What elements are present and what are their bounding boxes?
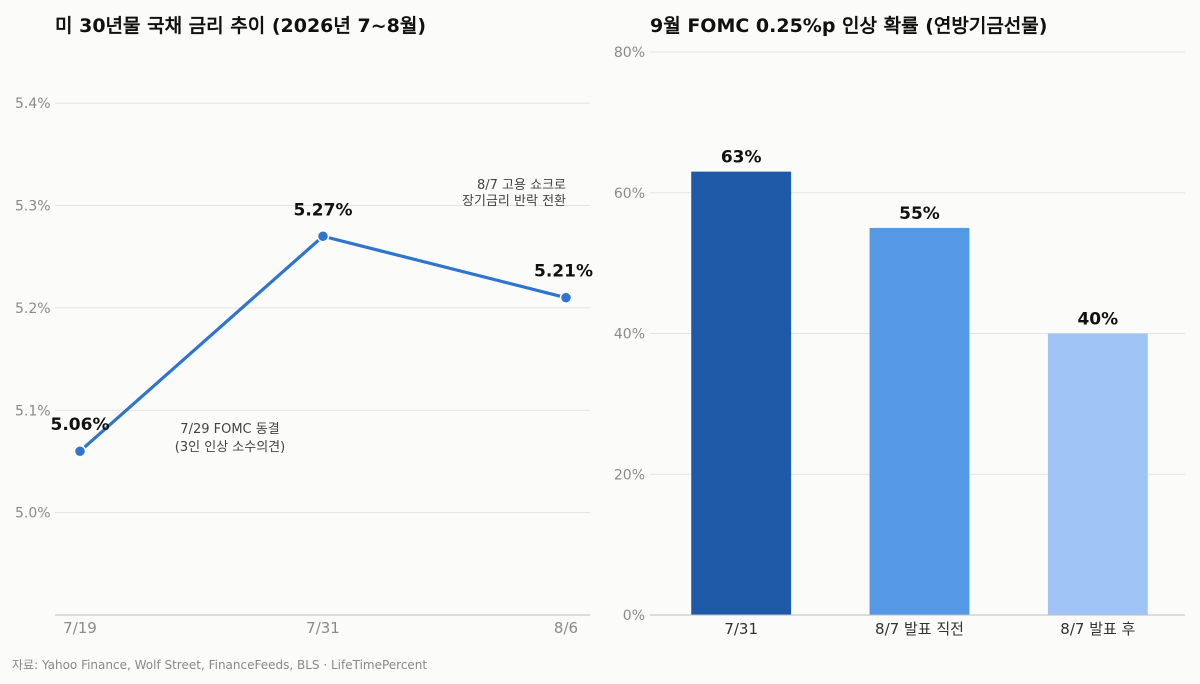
bar-chart: 9월 FOMC 0.25%p 인상 확률 (연방기금선물) 0% 20% 40% 60… [614, 14, 1185, 638]
bar-data-label: 40% [1077, 310, 1118, 330]
bar-chart-data-labels: 63% 55% 40% [721, 148, 1118, 330]
bar [1047, 333, 1148, 615]
line-chart-title: 미 30년물 국채 금리 추이 (2026년 7~8월) [55, 15, 426, 37]
line-chart-y-ticks: 5.0% 5.1% 5.2% 5.3% 5.4% [15, 96, 51, 521]
line-chart-y-tick-label: 5.2% [15, 301, 51, 317]
line-data-point [559, 291, 573, 304]
line-chart-y-tick-label: 5.0% [15, 506, 51, 522]
bar-chart-y-tick-label: 80% [614, 45, 645, 61]
line-data-point [73, 444, 87, 458]
line-chart-x-tick-label: 8/6 [554, 619, 578, 637]
line-data-point [316, 230, 330, 243]
line-chart-x-ticks: 7/19 7/31 8/6 [63, 619, 578, 637]
line-chart-grid [55, 102, 590, 514]
bar-chart-x-tick-label: 8/7 발표 직전 [875, 620, 964, 638]
line-series-path [78, 234, 568, 453]
annotation-jobs-line-2: 장기금리 반락 전환 [462, 194, 566, 209]
line-chart-annotations: 7/29 FOMC 동결 (3인 인상 소수의견) 8/7 고용 쇼크로 장기금… [175, 178, 566, 455]
bar-data-label: 55% [899, 204, 940, 224]
line-chart-x-tick-label: 7/19 [63, 619, 97, 637]
bar-chart-x-tick-label: 8/7 발표 후 [1060, 620, 1135, 638]
bar-chart-y-ticks: 0% 20% 40% 60% 80% [614, 45, 645, 624]
line-chart-data-labels: 5.06% 5.27% 5.21% [51, 200, 593, 435]
line-chart: 미 30년물 국채 금리 추이 (2026년 7~8월) 5.0% 5.1% 5.2… [15, 15, 593, 637]
bar-chart-bars [691, 171, 1148, 615]
bar-chart-y-tick-label: 20% [614, 467, 645, 483]
bar-chart-title: 9월 FOMC 0.25%p 인상 확률 (연방기금선물) [650, 14, 1047, 37]
line-chart-series [73, 230, 573, 458]
bar-chart-y-tick-label: 0% [623, 608, 645, 624]
line-data-label: 5.06% [51, 415, 110, 435]
source-footer: 자료: Yahoo Finance, Wolf Street, FinanceF… [12, 658, 427, 672]
bar-chart-x-tick-label: 7/31 [724, 620, 758, 638]
line-chart-x-tick-label: 7/31 [306, 619, 340, 637]
line-data-label: 5.27% [294, 200, 353, 220]
line-chart-y-tick-label: 5.3% [15, 199, 51, 215]
annotation-fomc-line-1: 7/29 FOMC 동결 [180, 422, 279, 437]
bar-chart-y-tick-label: 60% [614, 186, 645, 202]
line-chart-y-tick-label: 5.1% [15, 403, 51, 419]
bar [869, 227, 970, 615]
bar-data-label: 63% [721, 148, 762, 168]
annotation-jobs-line-1: 8/7 고용 쇼크로 [477, 178, 566, 193]
bar-chart-x-ticks: 7/31 8/7 발표 직전 8/7 발표 후 [724, 620, 1135, 638]
annotation-fomc-line-2: (3인 인상 소수의견) [175, 440, 285, 455]
line-chart-y-tick-label: 5.4% [15, 96, 51, 112]
line-data-label: 5.21% [534, 262, 593, 282]
bar-chart-y-tick-label: 40% [614, 327, 645, 343]
bar [691, 171, 792, 615]
